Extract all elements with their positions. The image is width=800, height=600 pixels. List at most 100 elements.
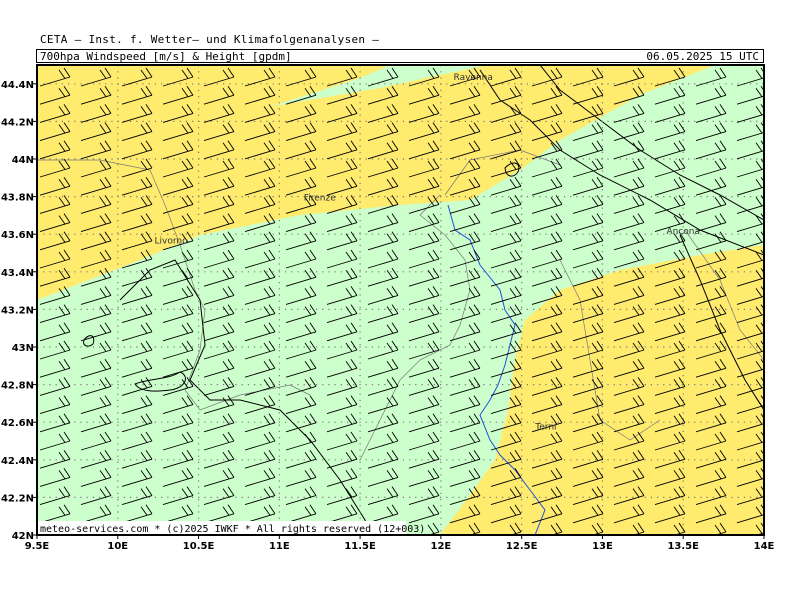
wind-barb xyxy=(736,322,764,342)
wind-barb xyxy=(80,104,112,123)
wind-barb xyxy=(80,431,112,451)
wind-barb xyxy=(408,449,440,469)
wind-barb xyxy=(367,267,399,287)
wind-barb xyxy=(39,340,71,360)
wind-barb xyxy=(244,122,276,142)
wind-barb xyxy=(408,304,440,324)
wind-barb xyxy=(367,176,399,196)
wind-barb xyxy=(449,340,481,360)
wind-barb xyxy=(80,195,112,214)
wind-barb xyxy=(80,286,112,305)
wind-barb xyxy=(203,340,235,360)
wind-barb xyxy=(632,522,645,535)
wind-barb xyxy=(695,176,727,196)
wind-barb xyxy=(244,377,276,396)
wind-barb xyxy=(39,158,71,178)
wind-barb xyxy=(285,486,317,506)
wind-barb xyxy=(285,377,317,396)
wind-barb xyxy=(572,468,604,487)
wind-barb xyxy=(285,395,317,415)
wind-barb xyxy=(736,213,764,233)
wind-barb xyxy=(531,468,563,487)
wind-barb xyxy=(203,158,235,178)
wind-barb xyxy=(572,67,604,87)
wind-barb xyxy=(695,449,727,469)
y-tick-label: 44N xyxy=(12,155,34,166)
wind-barb xyxy=(695,340,727,360)
wind-barb xyxy=(285,67,317,87)
wind-barb xyxy=(490,377,522,396)
wind-barb xyxy=(326,67,358,87)
wind-barb xyxy=(714,522,727,535)
wind-barb xyxy=(613,286,645,305)
wind-barb xyxy=(162,286,194,305)
wind-barb xyxy=(695,249,727,269)
x-tick-label: 14E xyxy=(754,541,775,552)
wind-barb xyxy=(531,104,563,123)
wind-barb xyxy=(121,486,153,506)
wind-barb xyxy=(654,267,686,287)
wind-barb xyxy=(162,486,194,506)
wind-barb xyxy=(408,286,440,305)
wind-barb xyxy=(367,286,399,305)
wind-barb xyxy=(285,85,317,105)
wind-barb xyxy=(285,449,317,469)
wind-barb xyxy=(39,486,71,506)
wind-barb xyxy=(408,358,440,378)
wind-barb xyxy=(162,122,194,142)
wind-barb xyxy=(367,322,399,342)
wind-barb xyxy=(736,468,764,487)
wind-barb xyxy=(39,468,71,487)
wind-barb xyxy=(285,431,317,451)
wind-barb xyxy=(39,249,71,269)
wind-barb xyxy=(80,85,112,105)
wind-barb xyxy=(203,304,235,324)
wind-barb xyxy=(613,85,645,105)
wind-barb xyxy=(695,413,727,433)
wind-barb xyxy=(285,413,317,433)
wind-barb xyxy=(695,67,727,87)
wind-barb xyxy=(531,431,563,451)
wind-barb xyxy=(613,122,645,142)
wind-barb xyxy=(203,395,235,415)
valid-time: 06.05.2025 15 UTC xyxy=(646,50,759,63)
wind-barb xyxy=(572,122,604,142)
wind-barb xyxy=(490,231,522,251)
wind-barb xyxy=(654,486,686,506)
wind-barb xyxy=(326,358,358,378)
wind-barb xyxy=(736,413,764,433)
x-tick-label: 10.5E xyxy=(183,541,215,552)
wind-barb xyxy=(408,377,440,396)
wind-barb xyxy=(654,395,686,415)
wind-barb xyxy=(572,358,604,378)
wind-barb xyxy=(490,195,522,214)
wind-barb xyxy=(367,85,399,105)
wind-barb xyxy=(408,176,440,196)
wind-barb xyxy=(673,522,686,535)
wind-barb xyxy=(654,431,686,451)
wind-barb xyxy=(326,140,358,160)
wind-barb xyxy=(285,231,317,251)
wind-barb xyxy=(203,267,235,287)
wind-barb xyxy=(203,213,235,233)
wind-barb xyxy=(736,67,764,87)
wind-barb xyxy=(162,431,194,451)
y-tick-label: 42.6N xyxy=(1,418,34,429)
wind-barb xyxy=(695,377,727,396)
wind-barb xyxy=(736,231,764,251)
wind-barb xyxy=(531,140,563,160)
wind-barb xyxy=(531,85,563,105)
wind-barb xyxy=(531,122,563,142)
wind-barb xyxy=(490,413,522,433)
wind-barb xyxy=(654,322,686,342)
wind-barb xyxy=(613,213,645,233)
wind-barb xyxy=(695,504,727,524)
wind-barb xyxy=(695,395,727,415)
wind-barb xyxy=(736,85,764,105)
wind-barb xyxy=(80,67,112,87)
wind-barb xyxy=(531,395,563,415)
wind-barb xyxy=(736,249,764,269)
wind-barb xyxy=(244,158,276,178)
wind-barb xyxy=(326,267,358,287)
wind-barb xyxy=(449,449,481,469)
